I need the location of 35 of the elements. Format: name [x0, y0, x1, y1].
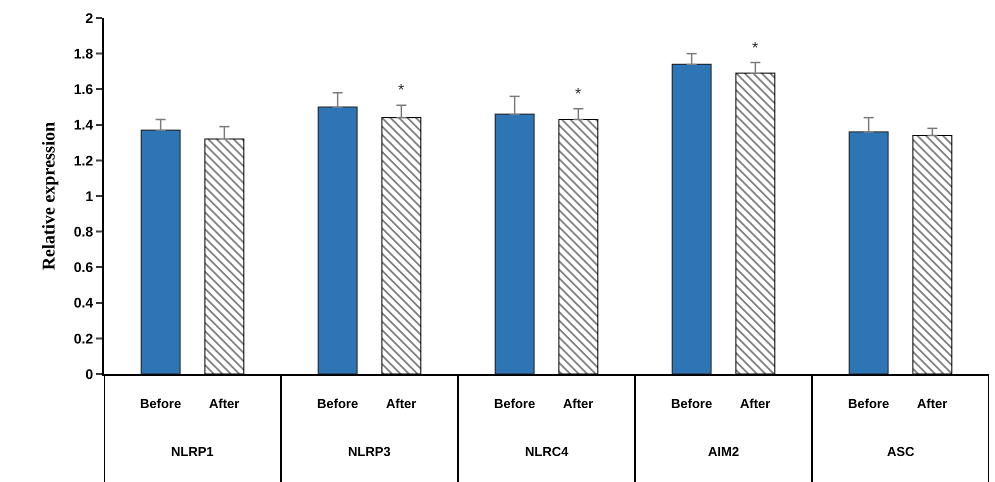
- y-tick-label: 1.4: [74, 116, 94, 133]
- x-tick-label: NLRC4: [525, 444, 570, 459]
- text: Before: [671, 396, 712, 411]
- text: Before: [848, 396, 890, 411]
- series-label: After: [209, 396, 240, 411]
- y-tick-label: 0.8: [74, 224, 94, 240]
- y-tick-label: 2: [85, 10, 94, 26]
- x-tick-label: NLRP3: [348, 444, 391, 459]
- bar: [494, 114, 535, 374]
- text: Before: [317, 396, 358, 411]
- y-tick-label: 0.6: [74, 259, 94, 276]
- y-tick-label: 0.2: [74, 330, 94, 346]
- y-tick-label: 1: [85, 188, 94, 204]
- text: After: [563, 396, 594, 411]
- bar: [318, 106, 358, 374]
- y-axis-title: Relative expression: [38, 122, 58, 270]
- y-tick-label: 0: [85, 366, 94, 382]
- series-label: Before: [140, 396, 182, 411]
- x-tick-label: NLRP1: [171, 444, 214, 459]
- bar: [672, 64, 712, 374]
- y-tick-label: 1.6: [74, 81, 94, 98]
- bar: [140, 130, 181, 374]
- data-label: *: [575, 86, 582, 103]
- text: Before: [494, 396, 536, 411]
- y-tick-label: 0.4: [74, 294, 94, 311]
- x-tick-label: ASC: [887, 444, 916, 459]
- y-tick-label: 1.2: [74, 152, 94, 168]
- text: After: [386, 396, 416, 411]
- y-tick-label: 1.8: [74, 46, 94, 62]
- text: After: [740, 396, 770, 411]
- data-label: *: [398, 82, 404, 99]
- x-tick-label: AIM2: [708, 444, 740, 459]
- text: After: [917, 396, 948, 411]
- bar: [848, 131, 889, 374]
- data-label: *: [752, 40, 758, 57]
